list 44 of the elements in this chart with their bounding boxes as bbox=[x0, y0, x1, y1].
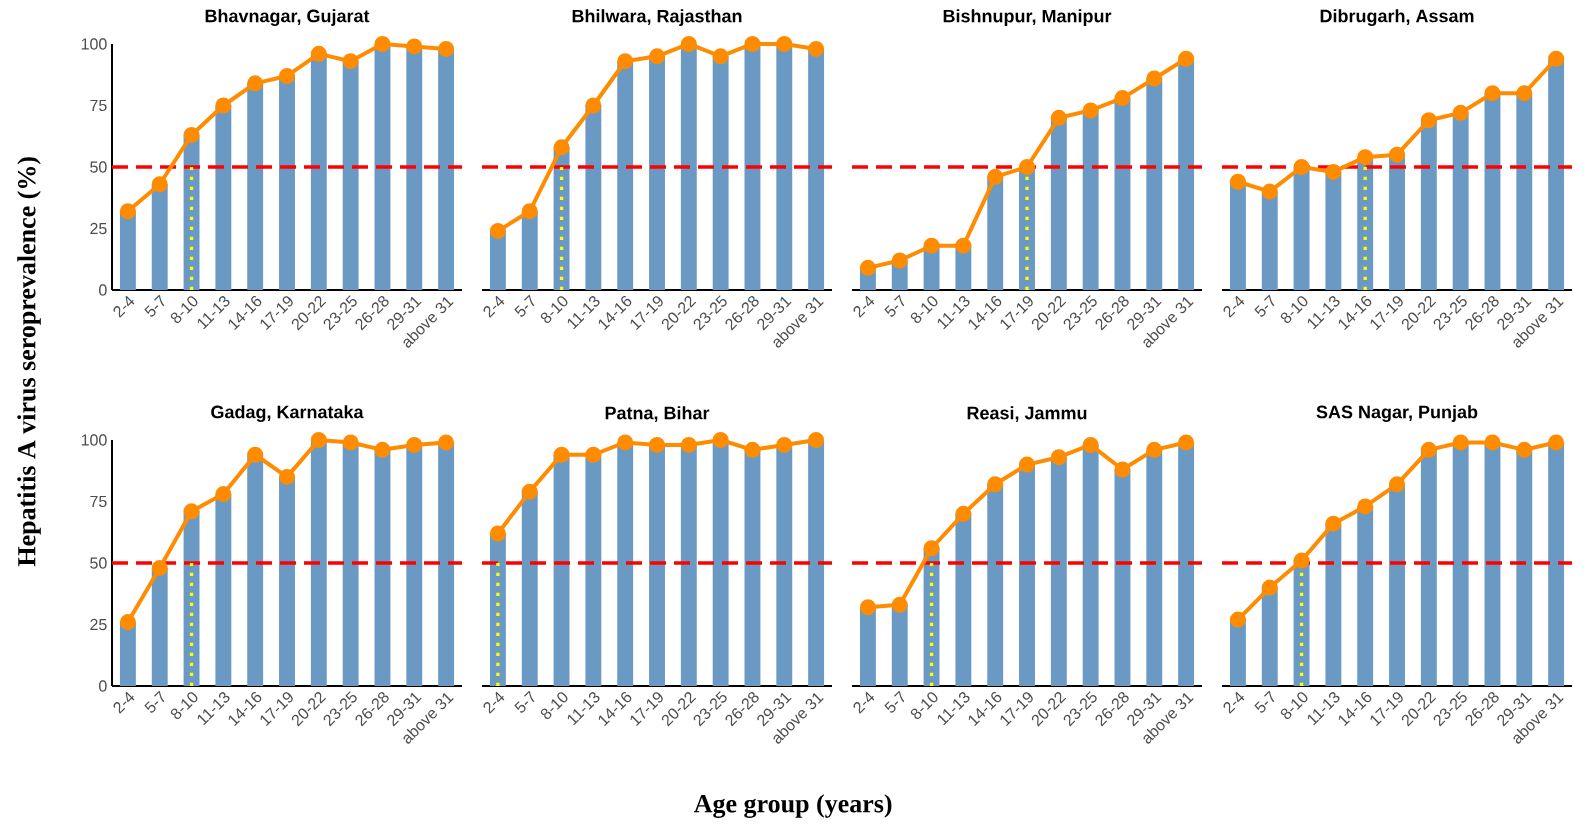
chart-title: Bhilwara, Rajasthan bbox=[572, 9, 742, 26]
x-tick-label: 5-7 bbox=[514, 690, 535, 713]
x-tick-label: 5-7 bbox=[884, 294, 905, 317]
y-tick-label: 50 bbox=[90, 161, 107, 173]
x-tick-label: 2-4 bbox=[853, 295, 875, 318]
chart-title: Patna, Bihar bbox=[605, 406, 710, 423]
chart-title: Reasi, Jammu bbox=[967, 406, 1087, 423]
y-tick-label: 0 bbox=[99, 680, 107, 692]
x-tick-label: 8-10 bbox=[170, 692, 198, 720]
x-tick-label: 8-10 bbox=[910, 692, 938, 720]
y-tick-label: 75 bbox=[90, 495, 107, 508]
y-tick-label: 50 bbox=[90, 557, 107, 569]
x-axis-title: Age group (years) bbox=[694, 794, 892, 818]
x-tick-label: 8-10 bbox=[1280, 296, 1308, 324]
x-tick-label: 2-4 bbox=[853, 691, 875, 714]
y-tick-label: 25 bbox=[90, 222, 107, 235]
x-tick-label: 5-7 bbox=[144, 294, 165, 317]
x-tick-label: 2-4 bbox=[1223, 691, 1245, 714]
chart-title: Dibrugarh, Assam bbox=[1320, 9, 1474, 26]
x-tick-label: 8-10 bbox=[1280, 692, 1308, 720]
y-tick-label: 75 bbox=[90, 99, 107, 112]
x-tick-label: 8-10 bbox=[910, 296, 938, 324]
y-tick-label: 100 bbox=[81, 434, 107, 446]
y-tick-label: 0 bbox=[99, 284, 107, 296]
chart-title: Bishnupur, Manipur bbox=[943, 9, 1112, 26]
y-tick-label: 100 bbox=[81, 38, 107, 50]
chart-title: Bhavnagar, Gujarat bbox=[205, 9, 370, 26]
x-tick-label: 8-10 bbox=[540, 296, 568, 324]
x-tick-label: 2-4 bbox=[483, 295, 505, 318]
x-tick-label: 5-7 bbox=[884, 690, 905, 713]
x-tick-label: 5-7 bbox=[144, 690, 165, 713]
x-tick-label: 8-10 bbox=[540, 692, 568, 720]
chart-title: SAS Nagar, Punjab bbox=[1316, 405, 1478, 422]
x-tick-label: 2-4 bbox=[1223, 295, 1245, 318]
y-tick-label: 25 bbox=[90, 618, 107, 631]
x-tick-label: 2-4 bbox=[113, 691, 135, 714]
x-tick-label: 8-10 bbox=[170, 296, 198, 324]
x-tick-label: 2-4 bbox=[483, 691, 505, 714]
y-axis-title: Hepatitis A virus seroprevalence (%) bbox=[17, 157, 41, 567]
x-tick-label: 5-7 bbox=[514, 294, 535, 317]
x-tick-label: 2-4 bbox=[113, 295, 135, 318]
chart-title: Gadag, Karnataka bbox=[211, 405, 364, 422]
x-tick-label: 5-7 bbox=[1254, 294, 1275, 317]
x-tick-label: 5-7 bbox=[1254, 690, 1275, 713]
